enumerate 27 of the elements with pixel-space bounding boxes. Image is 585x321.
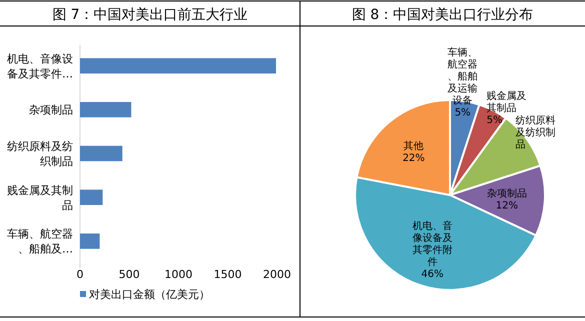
slice-label: 杂项制品	[486, 188, 527, 200]
y-tick-label: 杂项制品	[29, 104, 73, 117]
x-tick-label: 0	[76, 268, 84, 281]
data-label: 46%	[421, 269, 444, 280]
x-tick-label: 2000	[263, 268, 291, 281]
data-label: 12%	[496, 200, 518, 212]
y-tick-label: 机电、音像设备及其零件…	[7, 52, 73, 80]
bar	[80, 190, 103, 206]
data-label: 22%	[402, 153, 425, 164]
x-tick-label: 500	[118, 268, 140, 281]
chart-title: 图 8：中国对美出口行业分布	[352, 7, 534, 23]
slice-label: 机电、音像设备及其零件附件	[412, 220, 452, 268]
bar	[80, 58, 276, 74]
y-tick-label: 纺织原料及纺织制品	[7, 140, 73, 168]
slice-label: 其他	[404, 140, 424, 152]
y-tick-label: 车辆、航空器、船舶及…	[7, 228, 73, 256]
slice-label: 贱金属及其制品	[486, 90, 527, 114]
y-tick-label: 贱金属及其制品	[7, 184, 73, 212]
data-label: 5%	[454, 107, 471, 118]
bar	[80, 146, 122, 162]
data-label: 5%	[486, 115, 503, 126]
x-tick-label: 1500	[214, 268, 242, 281]
x-tick-label: 1000	[164, 268, 192, 281]
legend-label: 对美出口金额（亿美元）	[89, 288, 210, 301]
chart-title: 图 7：中国对美出口前五大行业	[52, 7, 248, 23]
bar	[80, 102, 132, 118]
bar	[80, 234, 100, 249]
